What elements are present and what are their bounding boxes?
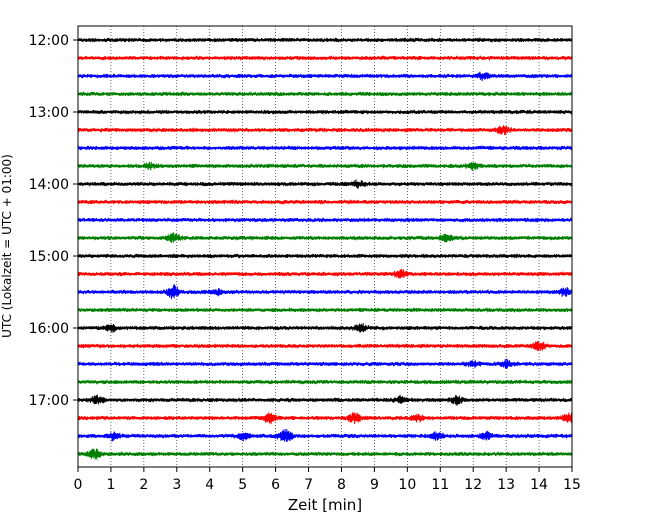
trace-1615 bbox=[77, 341, 573, 352]
y-tick-label: 13:00 bbox=[29, 105, 69, 121]
y-tick-label: 17:00 bbox=[29, 393, 69, 409]
trace-1745 bbox=[77, 448, 573, 460]
trace-1445 bbox=[77, 232, 573, 243]
trace-1345 bbox=[77, 161, 573, 172]
x-tick-label: 11 bbox=[431, 477, 449, 493]
trace-1700 bbox=[77, 394, 573, 406]
x-tick-label: 3 bbox=[172, 477, 181, 493]
x-tick-label: 4 bbox=[205, 477, 214, 493]
trace-1600 bbox=[77, 323, 573, 333]
trace-1315 bbox=[77, 125, 573, 135]
x-tick-label: 1 bbox=[106, 477, 115, 493]
trace-1300 bbox=[77, 109, 573, 115]
trace-1430 bbox=[77, 217, 573, 223]
trace-1230 bbox=[77, 71, 573, 82]
y-tick-label: 12:00 bbox=[29, 33, 69, 49]
y-axis-label: UTC (Lokalzeit = UTC + 01:00) bbox=[0, 154, 14, 338]
x-tick-label: 15 bbox=[563, 477, 581, 493]
trace-1545 bbox=[77, 307, 573, 313]
trace-1245 bbox=[77, 91, 573, 97]
trace-1530 bbox=[77, 284, 573, 300]
trace-1415 bbox=[77, 199, 573, 206]
trace-1515 bbox=[77, 269, 573, 279]
x-tick-label: 10 bbox=[398, 477, 416, 493]
x-tick-label: 14 bbox=[530, 477, 548, 493]
y-axis-ticks: 12:00 13:00 14:00 15:00 16:00 17:00 bbox=[29, 33, 78, 409]
x-tick-label: 0 bbox=[74, 477, 83, 493]
x-axis-label: Zeit [min] bbox=[288, 496, 362, 514]
x-tick-label: 5 bbox=[238, 477, 247, 493]
x-tick-label: 7 bbox=[304, 477, 313, 493]
trace-1630 bbox=[77, 358, 573, 369]
x-tick-label: 9 bbox=[370, 477, 379, 493]
y-tick-label: 15:00 bbox=[29, 249, 69, 265]
plot-frame bbox=[77, 25, 573, 468]
trace-1400 bbox=[77, 179, 573, 189]
trace-1200 bbox=[77, 37, 573, 43]
trace-1645 bbox=[77, 379, 573, 386]
trace-1715 bbox=[77, 412, 573, 425]
y-tick-label: 16:00 bbox=[29, 321, 69, 337]
x-tick-label: 6 bbox=[271, 477, 280, 493]
trace-layer bbox=[77, 37, 573, 460]
x-axis-ticks: 0 1 2 3 4 5 6 7 8 9 10 11 12 13 14 15 bbox=[74, 467, 581, 493]
trace-1215 bbox=[77, 55, 573, 61]
y-tick-label: 14:00 bbox=[29, 177, 69, 193]
x-tick-label: 12 bbox=[464, 477, 482, 493]
x-tick-label: 2 bbox=[139, 477, 148, 493]
trace-1330 bbox=[77, 145, 573, 151]
trace-1500 bbox=[77, 253, 573, 259]
x-tick-label: 8 bbox=[337, 477, 346, 493]
trace-1730 bbox=[77, 429, 573, 442]
x-tick-label: 13 bbox=[497, 477, 515, 493]
